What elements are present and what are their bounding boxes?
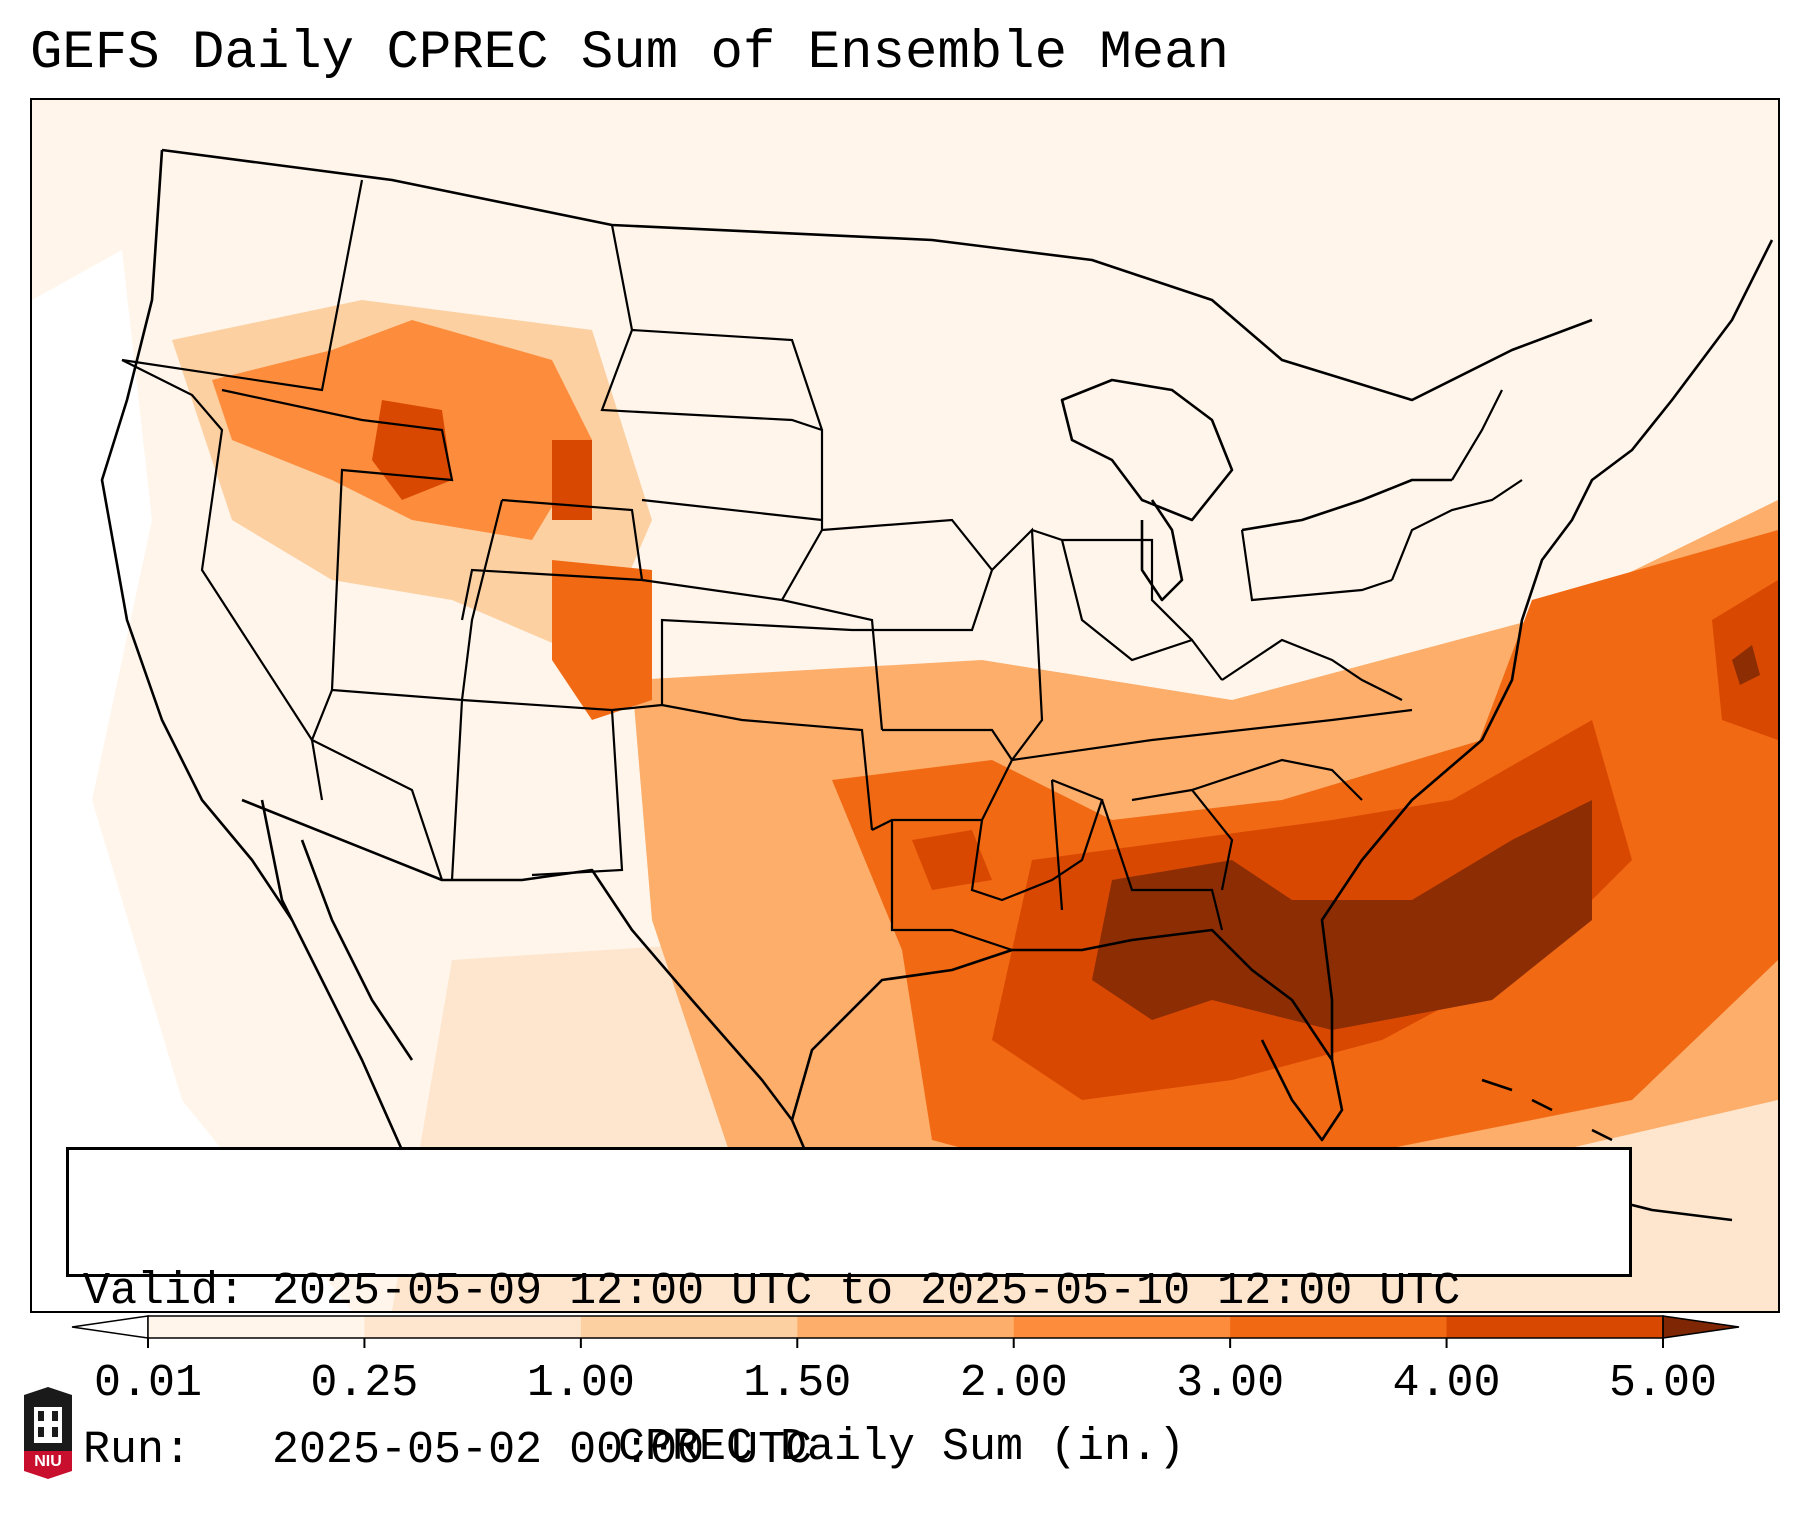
colorbar-segment xyxy=(797,1316,1015,1338)
colorbar xyxy=(71,1315,1740,1348)
us-mexico-border xyxy=(241,798,824,1191)
colorbar-tick-label: 1.00 xyxy=(526,1358,635,1409)
colorbar-segment xyxy=(580,1316,798,1338)
colorbar-segment xyxy=(1230,1316,1448,1338)
valid-time-box: Valid: 2025-05-09 12:00 UTC to 2025-05-1… xyxy=(66,1147,1632,1476)
colorbar-segment xyxy=(1446,1316,1664,1338)
bahamas xyxy=(1481,1078,1613,1142)
map-panel xyxy=(30,98,1780,1313)
precip-field xyxy=(32,100,1778,1311)
chart-title: GEFS Daily CPREC Sum of Ensemble Mean xyxy=(30,23,1229,84)
run-time-text: Run: 2025-05-02 00:00 UTC xyxy=(83,1425,813,1476)
state-lines xyxy=(121,179,1523,952)
pacific-coastline xyxy=(100,149,294,921)
niu-tower-icon xyxy=(24,1387,72,1479)
colorbar-outline xyxy=(147,1315,1664,1339)
us-canada-border xyxy=(161,148,1593,402)
colorbar-tick-label: 3.00 xyxy=(1176,1358,1285,1409)
colorbar-tick-label: 5.00 xyxy=(1608,1358,1718,1409)
colorbar-tick-label: 0.25 xyxy=(310,1358,419,1409)
colorbar-segment xyxy=(1013,1316,1231,1338)
great-lakes xyxy=(1060,378,1234,522)
niu-logo: NIU xyxy=(20,1385,76,1481)
colorbar-label: CPREC Daily Sum (in.) xyxy=(617,1422,1186,1473)
colorbar-segment xyxy=(364,1316,582,1338)
precip-map xyxy=(32,100,1778,1311)
atlantic-coast xyxy=(1320,239,1774,1060)
gulf-of-california xyxy=(300,839,414,1061)
colorbar-under-arrow xyxy=(71,1315,149,1339)
colorbar-segment xyxy=(148,1316,365,1338)
colorbar-tick-label: 4.00 xyxy=(1392,1358,1501,1409)
colorbar-over-arrow xyxy=(1662,1315,1740,1339)
colorbar-tick-label: 2.00 xyxy=(959,1358,1068,1409)
colorbar-tick-label: 1.50 xyxy=(743,1358,852,1409)
lake-michigan xyxy=(1140,499,1184,602)
niu-logo-text: NIU xyxy=(34,1453,62,1470)
lake-erie-ontario xyxy=(1241,478,1452,532)
gulf-coast xyxy=(790,928,1344,1142)
colorbar-tick-label: 0.01 xyxy=(93,1358,203,1409)
valid-time-text: Valid: 2025-05-09 12:00 UTC to 2025-05-1… xyxy=(83,1266,1461,1317)
